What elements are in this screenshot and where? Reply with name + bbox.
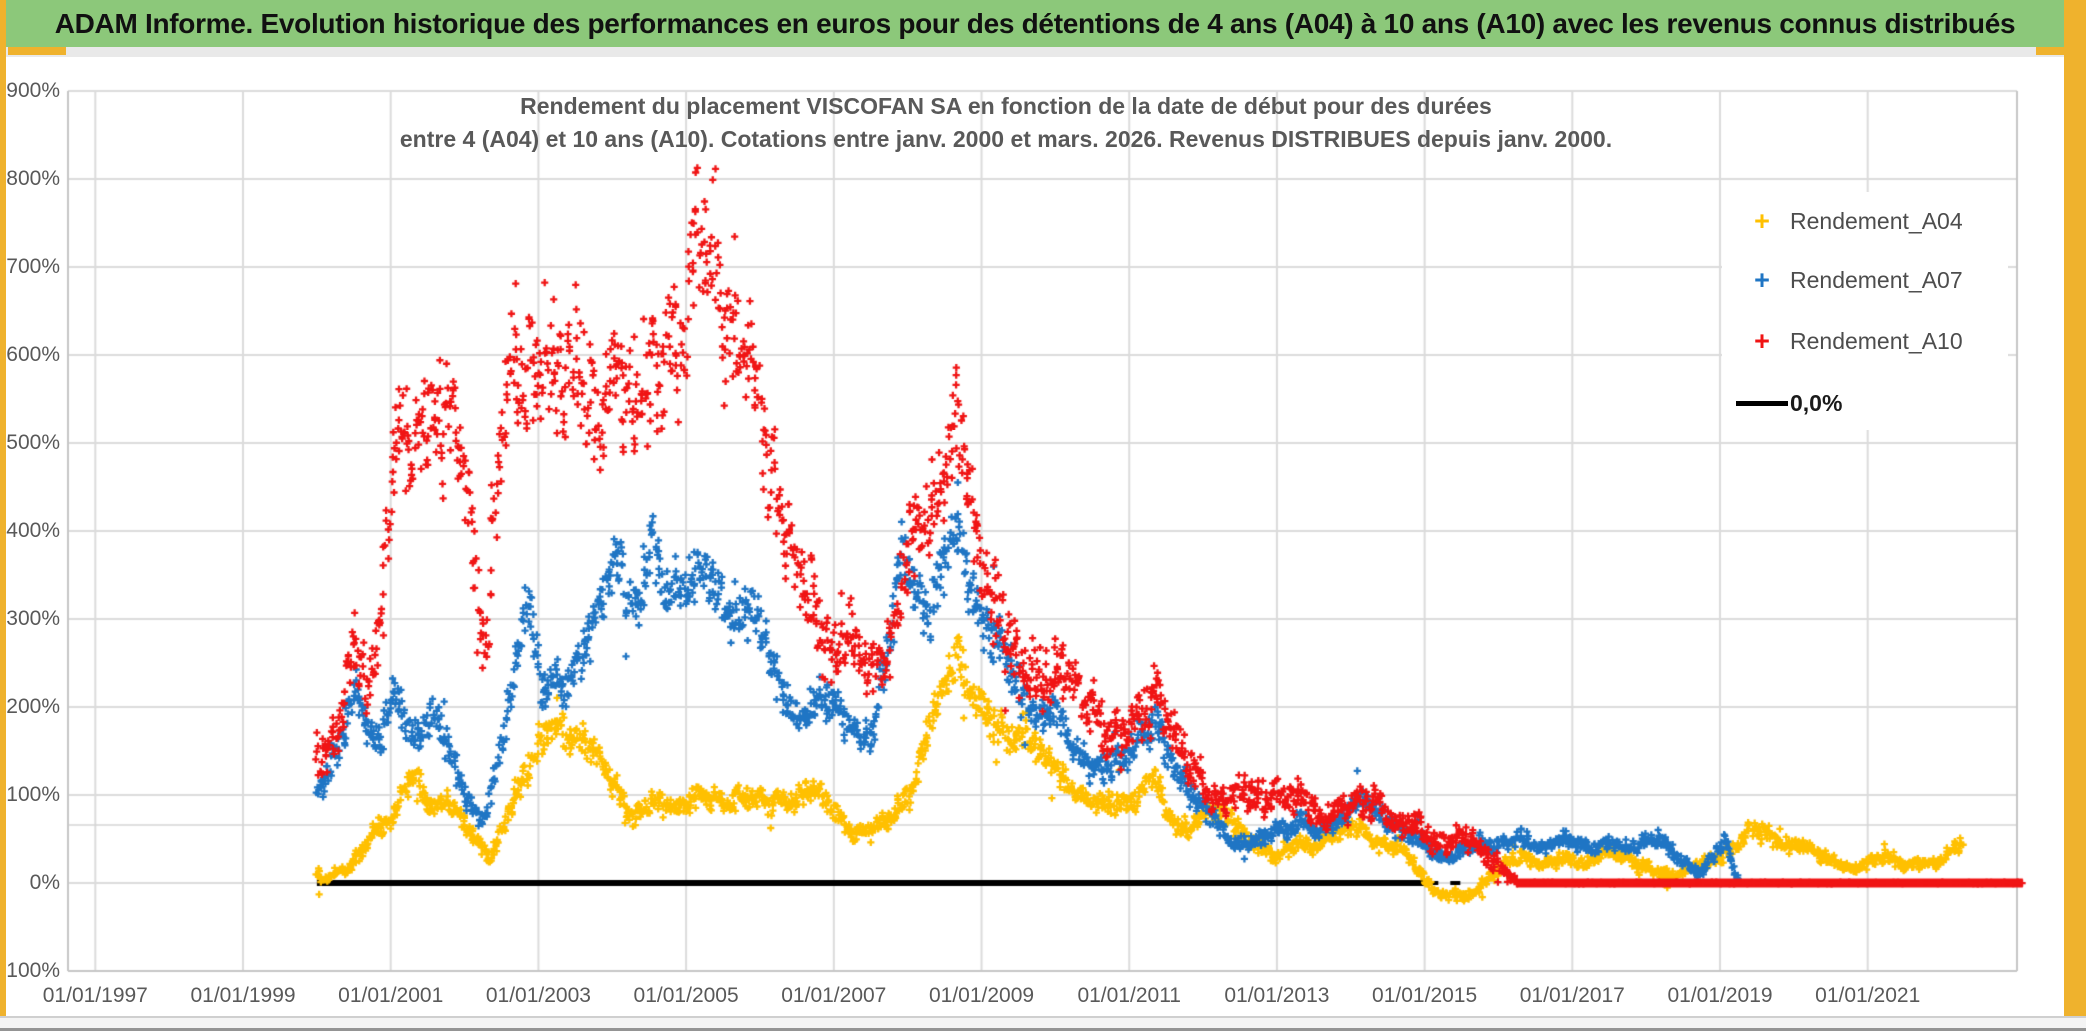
- x-tick-label: 01/01/2013: [1224, 984, 1330, 1007]
- legend-label: Rendement_A07: [1790, 266, 1963, 293]
- legend-label: 0,0%: [1790, 389, 1843, 416]
- legend-item-zero-line[interactable]: 0,0%: [1722, 386, 2008, 420]
- y-tick-label: 300%: [6, 607, 60, 630]
- y-tick-label: 700%: [6, 255, 60, 278]
- x-tick-label: 01/01/2019: [1667, 984, 1773, 1007]
- plus-marker-icon: +: [1754, 206, 1770, 236]
- y-tick-label: 900%: [6, 79, 60, 102]
- x-tick-label: 01/01/2005: [633, 984, 739, 1007]
- y-tick-label: 200%: [6, 695, 60, 718]
- bottom-window-edge: [0, 1016, 2086, 1031]
- y-tick-label: - 100%: [0, 959, 60, 982]
- zero-line-swatch-icon: [1736, 400, 1788, 406]
- y-tick-label: 800%: [6, 167, 60, 190]
- x-tick-label: 01/01/2003: [485, 984, 591, 1007]
- chart-legend: + Rendement_A04 + Rendement_A07 + Rendem…: [1722, 192, 2008, 430]
- x-tick-label: 01/01/2001: [338, 984, 444, 1007]
- legend-label: Rendement_A10: [1790, 327, 1963, 354]
- y-tick-label: 500%: [6, 431, 60, 454]
- legend-item-rendement-a07[interactable]: + Rendement_A07: [1722, 263, 2008, 297]
- x-tick-label: 01/01/2009: [928, 984, 1035, 1007]
- x-tick-label: 01/01/2007: [781, 984, 887, 1007]
- y-tick-label: 100%: [6, 783, 60, 806]
- plus-marker-icon: +: [1754, 326, 1770, 356]
- plus-marker-icon: +: [1754, 265, 1770, 295]
- legend-label: Rendement_A04: [1790, 207, 1963, 234]
- legend-item-rendement-a10[interactable]: + Rendement_A10: [1722, 324, 2008, 358]
- y-tick-label: 600%: [6, 343, 60, 366]
- x-tick-label: 01/01/2011: [1077, 984, 1181, 1007]
- chart-title-line1[interactable]: Rendement du placement VISCOFAN SA en fo…: [520, 93, 1492, 119]
- x-tick-label: 01/01/1997: [42, 984, 148, 1007]
- legend-item-rendement-a04[interactable]: + Rendement_A04: [1722, 204, 2008, 238]
- x-tick-label: 01/01/2017: [1519, 984, 1625, 1007]
- x-tick-label: 01/01/1999: [190, 984, 296, 1007]
- chart-title-line2[interactable]: entre 4 (A04) et 10 ans (A10). Cotations…: [399, 126, 1613, 152]
- y-tick-label: 400%: [6, 519, 60, 542]
- x-tick-label: 01/01/2015: [1372, 984, 1478, 1007]
- y-tick-label: 0%: [29, 871, 60, 894]
- x-tick-label: 01/01/2021: [1815, 984, 1921, 1007]
